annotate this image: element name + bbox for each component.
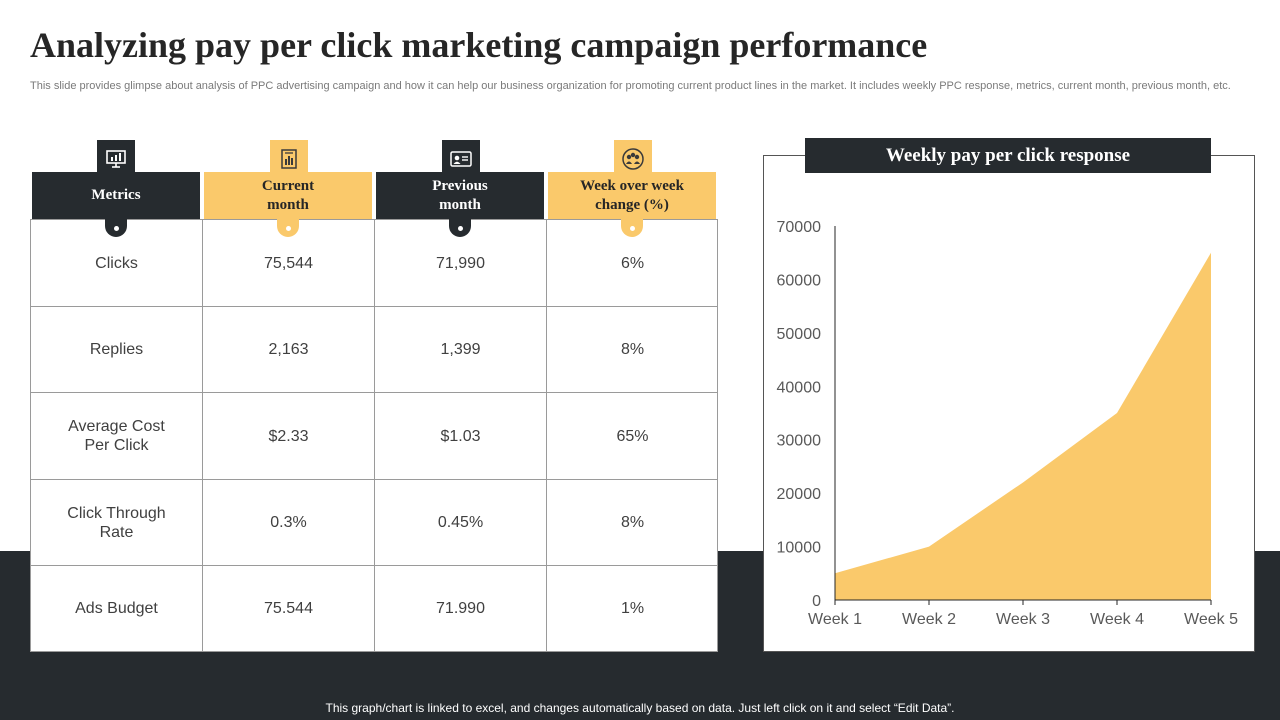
- y-tick-label: 40000: [777, 379, 822, 396]
- y-tick-label: 70000: [777, 219, 822, 236]
- x-tick-label: Week 4: [1090, 611, 1144, 628]
- header-pin: [277, 219, 299, 237]
- y-tick-label: 10000: [777, 540, 822, 557]
- table-cell: Click Through Rate: [31, 480, 203, 566]
- page-subtitle: This slide provides glimpse about analys…: [30, 80, 1231, 92]
- page-title: Analyzing pay per click marketing campai…: [30, 25, 928, 65]
- x-tick-label: Week 1: [808, 611, 862, 628]
- x-tick-label: Week 3: [996, 611, 1050, 628]
- table-cell: 75,544: [203, 220, 375, 307]
- table-cell: 1,399: [375, 307, 547, 393]
- y-tick-label: 50000: [777, 326, 822, 343]
- table-cell: Clicks: [31, 220, 203, 307]
- chart-title: Weekly pay per click response: [805, 138, 1211, 173]
- table-cell: Ads Budget: [31, 566, 203, 651]
- x-tick-label: Week 5: [1184, 611, 1238, 628]
- table-cell: 65%: [547, 393, 718, 480]
- table-cell: 6%: [547, 220, 718, 307]
- header-current-month: Current month: [204, 172, 372, 219]
- table-cell: Replies: [31, 307, 203, 393]
- team-icon: [614, 140, 652, 178]
- y-tick-label: 0: [812, 593, 821, 610]
- metrics-table: Clicks 75,544 71,990 6% Replies 2,163 1,…: [30, 219, 718, 652]
- footer-note: This graph/chart is linked to excel, and…: [325, 701, 955, 715]
- id-card-icon: [442, 140, 480, 178]
- table-cell: 8%: [547, 307, 718, 393]
- area-series: [835, 252, 1211, 600]
- report-chart-icon: [270, 140, 308, 178]
- y-tick-label: 20000: [777, 486, 822, 503]
- header-pin: [621, 219, 643, 237]
- x-tick-label: Week 2: [902, 611, 956, 628]
- table-cell: 8%: [547, 480, 718, 566]
- table-cell: 71.990: [375, 566, 547, 651]
- table-cell: Average Cost Per Click: [31, 393, 203, 480]
- table-cell: 75.544: [203, 566, 375, 651]
- header-week-over-week-change: Week over week change (%): [548, 172, 716, 219]
- table-cell: 1%: [620, 600, 645, 617]
- table-cell: $1.03: [375, 393, 547, 480]
- table-cell: 2,163: [203, 307, 375, 393]
- y-tick-label: 30000: [777, 433, 822, 450]
- table-cell: 0.3%: [203, 480, 375, 566]
- table-cell: 0.45%: [375, 480, 547, 566]
- header-metrics: Metrics: [32, 172, 200, 219]
- header-pin: [105, 219, 127, 237]
- presentation-icon: [97, 140, 135, 178]
- header-pin: [449, 219, 471, 237]
- table-cell: $2.33: [203, 393, 375, 480]
- y-tick-label: 60000: [777, 272, 822, 289]
- area-chart: 0 10000 20000 30000 40000 50000 60000 70000 Week…: [777, 219, 1239, 628]
- header-previous-month: Previous month: [376, 172, 544, 219]
- table-cell: 71,990: [375, 220, 547, 307]
